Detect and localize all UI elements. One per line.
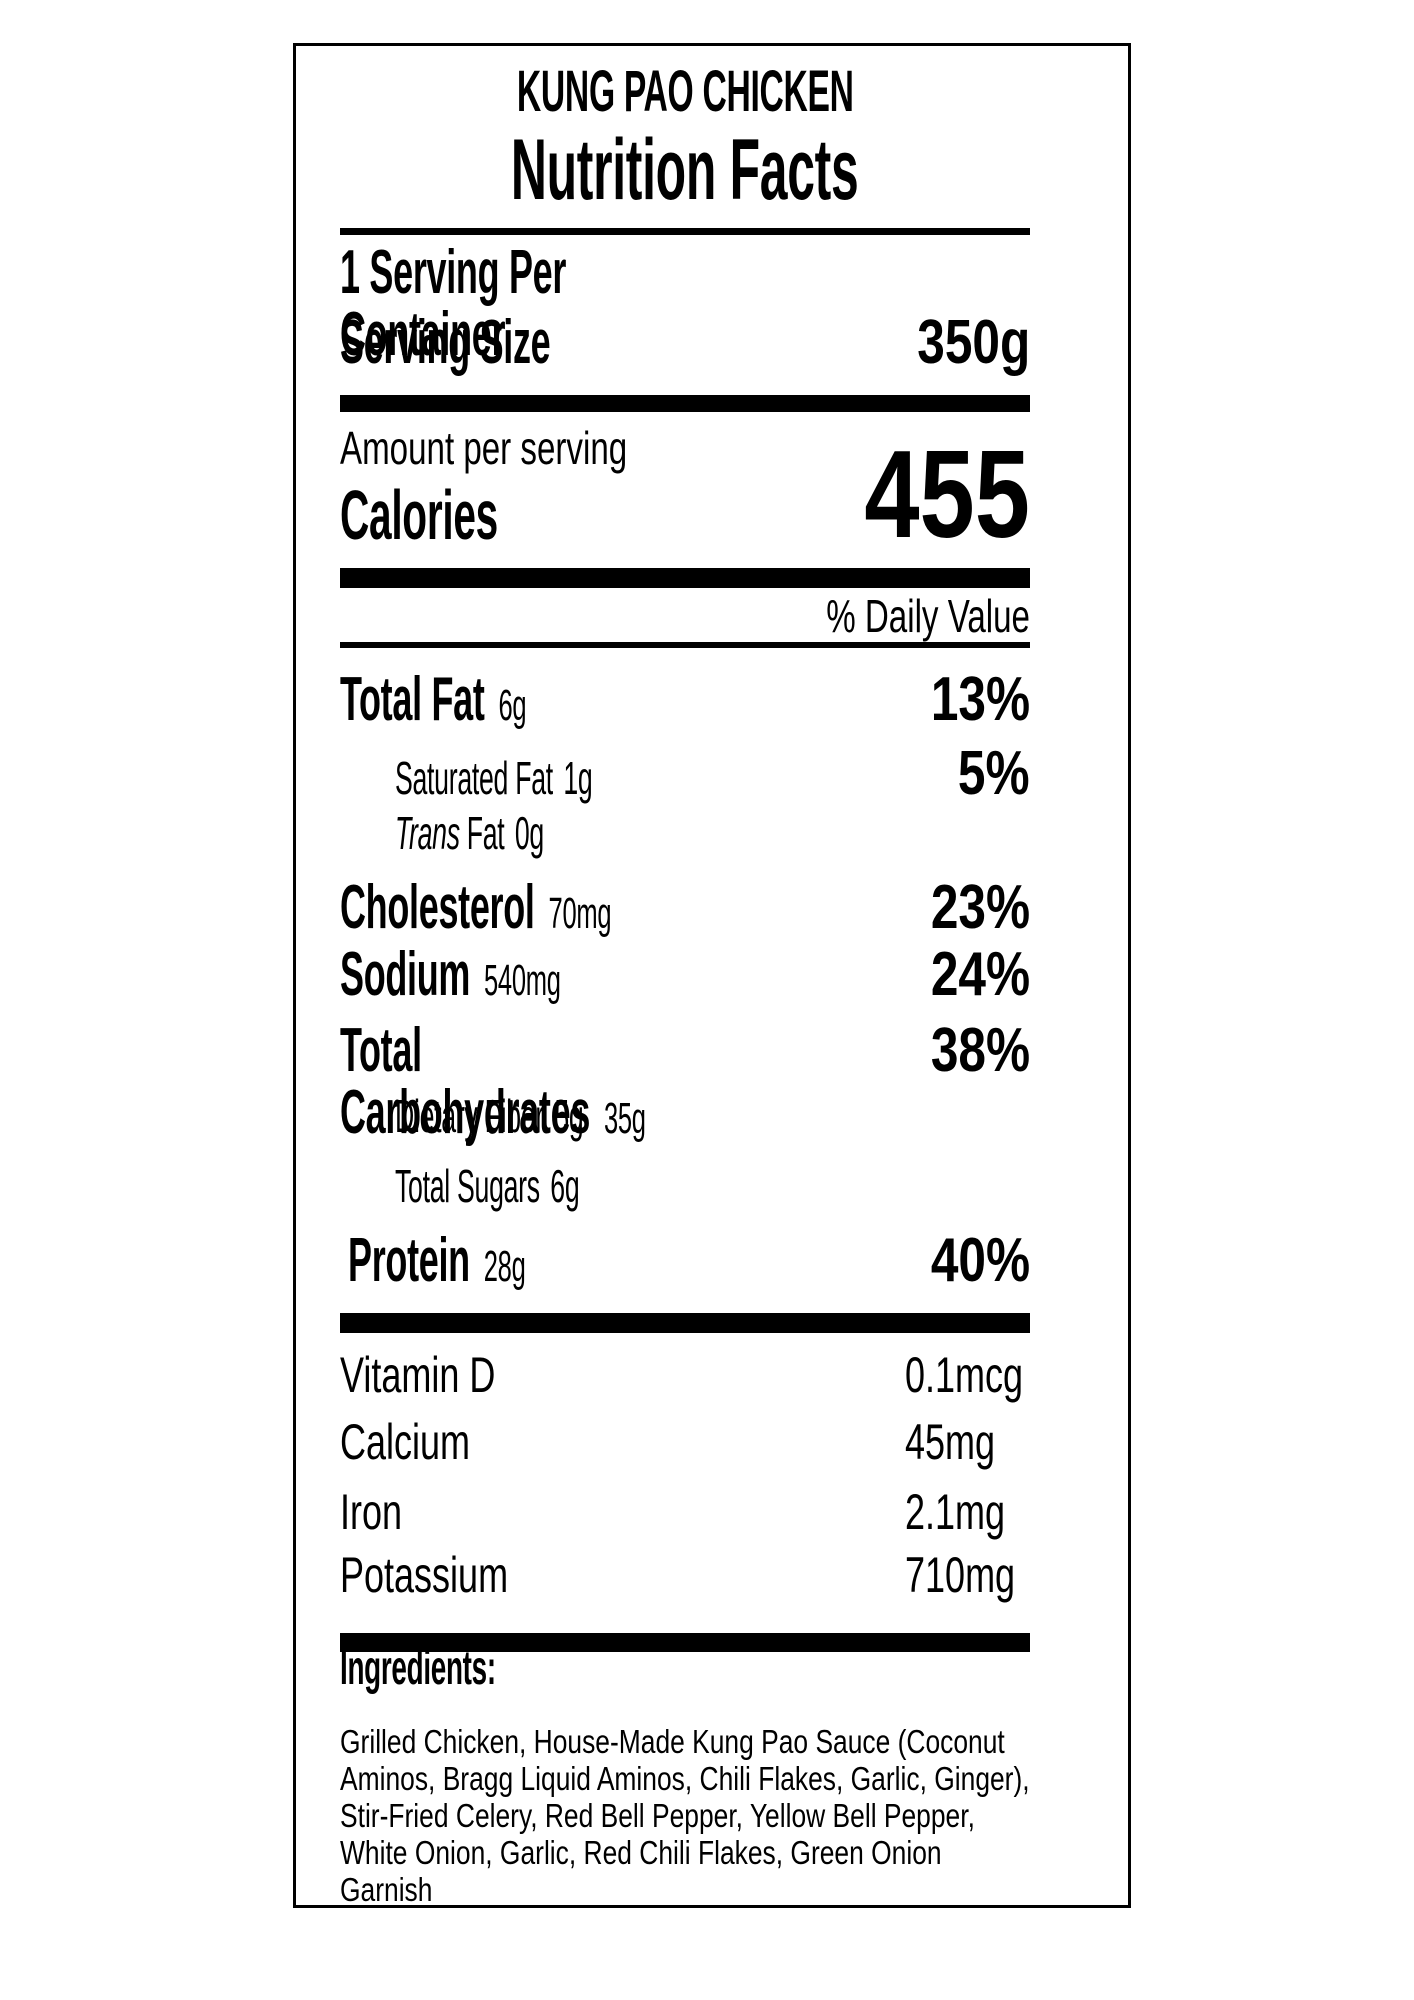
- thick-divider-2: [340, 568, 1030, 588]
- nutrient-name: Dietary Fiber: [395, 1090, 544, 1142]
- nutrient-name: Saturated Fat: [395, 752, 553, 804]
- ingredients-heading: Ingredients:: [340, 1642, 496, 1695]
- thick-divider-3: [340, 1313, 1030, 1333]
- nutrient-amount: 6g: [498, 681, 527, 730]
- label-title: Nutrition Facts: [511, 122, 859, 218]
- nutrient-name: Total Carbohydrates: [340, 1016, 591, 1147]
- nutrient-amount: 5g: [554, 1090, 584, 1142]
- micronutrient-amount: 45mg: [905, 1414, 996, 1470]
- servings-per-container: 1 Serving Per Container: [340, 238, 567, 369]
- daily-value-header: % Daily Value: [826, 590, 1030, 642]
- micronutrient-row-potassium: Potassium 710mg: [340, 1550, 1030, 1600]
- serving-size-row: Serving Size 350g: [340, 312, 1030, 374]
- serving-size-value: 350g: [916, 308, 1030, 377]
- micronutrient-name: Calcium: [340, 1414, 471, 1470]
- nutrient-amount: 0g: [514, 807, 544, 859]
- micronutrient-name: Potassium: [340, 1547, 509, 1603]
- nutrient-name: Fat: [466, 807, 505, 859]
- title-divider-rule: [340, 228, 1030, 235]
- nutrient-name-italic: Trans: [395, 807, 460, 859]
- nutrient-name: Cholesterol: [340, 873, 535, 942]
- nutrient-row-trans-fat: Trans Fat 0g: [340, 810, 1030, 856]
- nutrient-row-sodium: Sodium 540mg 24%: [340, 944, 1030, 1006]
- nutrient-row-saturated-fat: Saturated Fat 1g 5%: [340, 743, 1030, 805]
- thick-divider-1: [340, 395, 1030, 412]
- nutrient-name: Total Sugars: [395, 1160, 540, 1212]
- nutrient-row-total-carbohydrates: Total Carbohydrates 35g 38%: [340, 1020, 1030, 1144]
- product-name: KUNG PAO CHICKEN: [516, 59, 854, 124]
- nutrient-amount: 1g: [563, 752, 593, 804]
- micronutrient-row-vitamin-d: Vitamin D 0.1mcg: [340, 1350, 1030, 1400]
- nutrient-daily-value: 24%: [930, 940, 1030, 1009]
- calories-value: 455: [864, 426, 1030, 564]
- nutrient-row-protein: Protein 28g 40%: [340, 1230, 1030, 1292]
- nutrient-amount: 70mg: [548, 889, 612, 938]
- nutrient-daily-value: 40%: [930, 1226, 1030, 1295]
- thick-divider-4: [340, 1633, 1030, 1652]
- nutrient-amount: 28g: [483, 1242, 526, 1291]
- nutrient-row-dietary-fiber: Dietary Fiber 5g: [340, 1093, 1030, 1139]
- nutrient-daily-value: 13%: [930, 665, 1030, 734]
- label-content: KUNG PAO CHICKEN Nutrition Facts 1 Servi…: [340, 46, 1030, 1908]
- nutrient-daily-value: 38%: [930, 1016, 1030, 1085]
- ingredients-text: Grilled Chicken, House-Made Kung Pao Sau…: [340, 1723, 1030, 1908]
- micronutrient-amount: 0.1mcg: [905, 1347, 1024, 1403]
- nutrient-name: Sodium: [340, 940, 471, 1009]
- daily-value-rule: [340, 642, 1030, 648]
- nutrient-row-total-sugars: Total Sugars 6g: [340, 1163, 1030, 1209]
- nutrient-daily-value: 23%: [930, 873, 1030, 942]
- nutrient-row-total-fat: Total Fat 6g 13%: [340, 669, 1030, 731]
- micronutrient-row-iron: Iron 2.1mg: [340, 1487, 1030, 1537]
- nutrition-label-card: KUNG PAO CHICKEN Nutrition Facts 1 Servi…: [293, 43, 1131, 1908]
- nutrient-daily-value: 5%: [958, 739, 1030, 808]
- nutrient-row-cholesterol: Cholesterol 70mg 23%: [340, 877, 1030, 939]
- micronutrient-row-calcium: Calcium 45mg: [340, 1417, 1030, 1467]
- micronutrient-name: Iron: [340, 1484, 403, 1540]
- nutrient-amount: 6g: [550, 1160, 580, 1212]
- micronutrient-amount: 710mg: [905, 1547, 1016, 1603]
- micronutrient-amount: 2.1mg: [905, 1484, 1006, 1540]
- nutrient-amount: 540mg: [484, 956, 561, 1005]
- serving-size-label: Serving Size: [340, 308, 551, 377]
- micronutrient-name: Vitamin D: [340, 1347, 496, 1403]
- nutrient-amount: 35g: [603, 1094, 646, 1143]
- nutrient-name: Protein: [348, 1226, 470, 1295]
- nutrient-name: Total Fat: [340, 665, 485, 734]
- calories-label: Calories: [340, 476, 498, 554]
- amount-per-serving-label: Amount per serving: [340, 422, 628, 474]
